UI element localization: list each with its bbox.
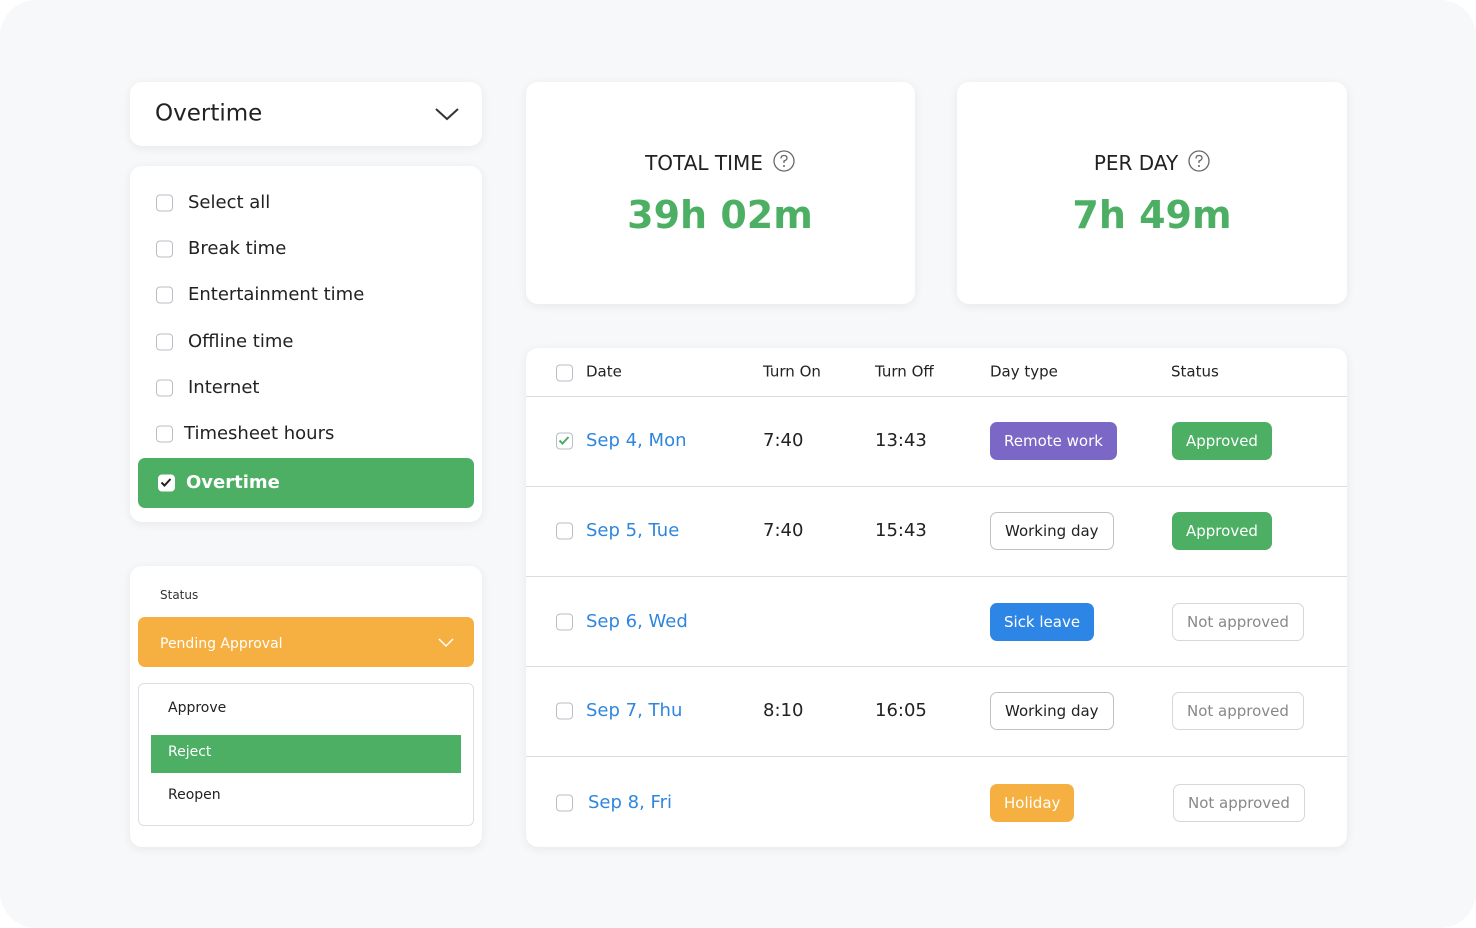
day-type-badge: Holiday (990, 784, 1075, 822)
checkbox[interactable] (156, 240, 173, 258)
date-link[interactable]: Sep 5, Tue (586, 520, 680, 541)
option-label[interactable]: Entertainment time (188, 284, 365, 306)
date-link[interactable]: Sep 6, Wed (586, 611, 688, 632)
total-card (526, 82, 915, 304)
turn-off: 15:43 (875, 520, 927, 541)
checkbox[interactable] (156, 379, 173, 397)
total-label: PER DAY (1093, 151, 1179, 175)
checkbox[interactable] (156, 425, 173, 443)
status-label: Status (160, 588, 199, 602)
day-type-badge: Working day (990, 692, 1114, 730)
option-highlight[interactable] (138, 458, 474, 508)
row-divider (526, 666, 1347, 667)
total-card (957, 82, 1347, 304)
turn-off: 16:05 (875, 700, 927, 721)
checkbox[interactable] (158, 474, 175, 492)
total-value: 39h 02m (627, 193, 813, 237)
status-badge: Approved (1172, 512, 1272, 550)
chevron (435, 108, 459, 121)
status-badge: Not approved (1172, 603, 1304, 641)
status-badge: Not approved (1172, 692, 1304, 730)
date-link[interactable]: Sep 8, Fri (588, 792, 672, 813)
checkbox[interactable] (556, 432, 573, 450)
status-dropdown-value[interactable]: Pending Approval (160, 636, 283, 652)
total-header: PER DAY (972, 150, 1332, 176)
checkbox[interactable] (156, 194, 173, 212)
checkbox[interactable] (156, 333, 173, 351)
help-icon[interactable] (773, 150, 795, 176)
row-divider (526, 576, 1347, 577)
column-header: Day type (990, 362, 1058, 381)
row-divider (526, 756, 1347, 757)
option-label[interactable]: Overtime (186, 472, 280, 493)
help-icon[interactable] (1188, 150, 1210, 176)
status-dropdown[interactable] (138, 617, 474, 667)
option-label[interactable]: Break time (188, 238, 287, 260)
turn-off: 13:43 (875, 430, 927, 451)
checkbox[interactable] (556, 702, 573, 720)
checkbox[interactable] (556, 522, 573, 540)
day-type-badge: Remote work (990, 422, 1117, 460)
day-type-badge: Working day (990, 512, 1114, 550)
filter-dropdown[interactable] (130, 82, 482, 146)
column-header: Turn Off (875, 362, 934, 381)
status-panel (130, 566, 482, 847)
action-list (138, 683, 474, 826)
turn-on: 8:10 (763, 700, 804, 721)
status-badge: Approved (1172, 422, 1272, 460)
turn-on: 7:40 (763, 520, 804, 541)
option-label[interactable]: Internet (188, 376, 260, 398)
total-label: TOTAL TIME (645, 151, 763, 175)
dropdown-value: Overtime (155, 100, 263, 127)
date-link[interactable]: Sep 7, Thu (586, 700, 683, 721)
action-label[interactable]: Approve (168, 700, 227, 716)
turn-on: 7:40 (763, 430, 804, 451)
column-header: Turn On (763, 362, 821, 381)
option-label[interactable]: Timesheet hours (184, 423, 335, 444)
option-label[interactable]: Offline time (188, 330, 294, 352)
row-divider (526, 486, 1347, 487)
date-link[interactable]: Sep 4, Mon (586, 430, 687, 451)
option-label[interactable]: Select all (188, 192, 271, 213)
checkbox[interactable] (556, 794, 573, 812)
total-value: 7h 49m (1072, 193, 1232, 237)
status-badge: Not approved (1173, 784, 1305, 822)
checkbox[interactable] (556, 364, 573, 382)
action-label[interactable]: Reopen (168, 787, 221, 803)
column-header: Status (1171, 362, 1219, 381)
action-highlight[interactable] (151, 734, 461, 773)
action-label[interactable]: Reject (168, 743, 212, 760)
checkbox[interactable] (556, 613, 573, 631)
total-header: TOTAL TIME (540, 150, 900, 176)
checkbox[interactable] (156, 286, 173, 304)
column-header: Date (586, 362, 622, 381)
day-type-badge: Sick leave (990, 603, 1095, 641)
row-divider (526, 396, 1347, 397)
